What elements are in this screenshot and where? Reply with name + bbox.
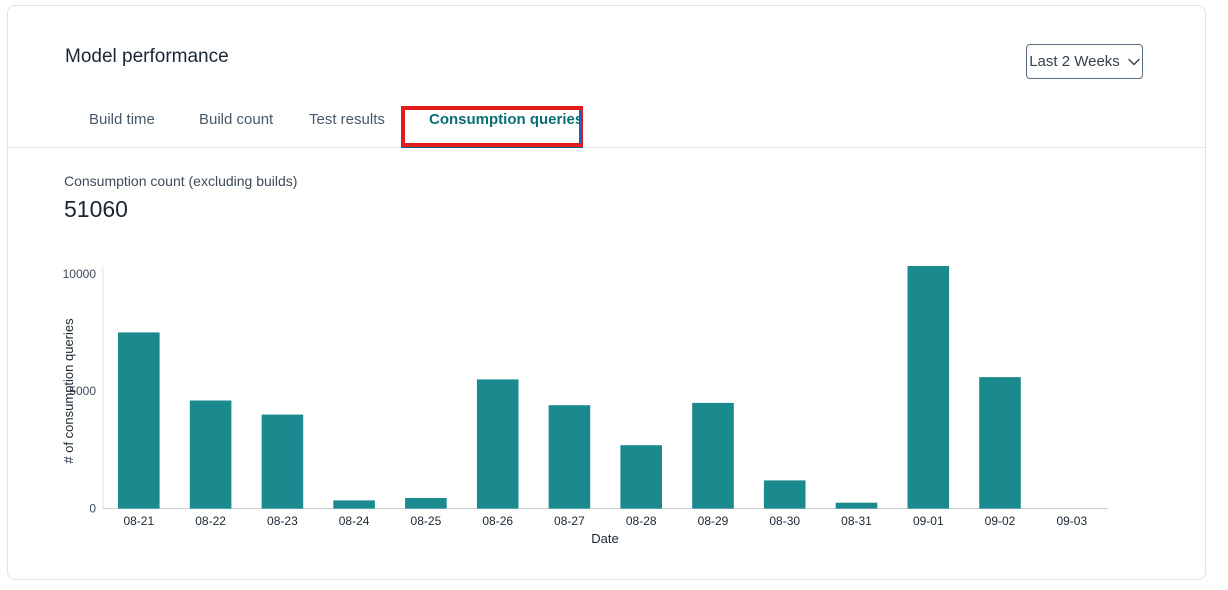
svg-text:08-31: 08-31	[841, 514, 872, 528]
svg-text:08-30: 08-30	[769, 514, 800, 528]
svg-text:# of consumption queries: # of consumption queries	[61, 318, 76, 464]
svg-text:08-28: 08-28	[626, 514, 657, 528]
svg-text:09-03: 09-03	[1056, 514, 1087, 528]
svg-text:08-21: 08-21	[123, 514, 154, 528]
svg-text:08-22: 08-22	[195, 514, 226, 528]
svg-text:Date: Date	[591, 531, 618, 546]
svg-text:08-27: 08-27	[554, 514, 585, 528]
svg-text:08-26: 08-26	[482, 514, 513, 528]
svg-text:08-29: 08-29	[698, 514, 729, 528]
svg-text:09-01: 09-01	[913, 514, 944, 528]
svg-text:08-24: 08-24	[339, 514, 370, 528]
svg-text:08-23: 08-23	[267, 514, 298, 528]
svg-text:08-25: 08-25	[411, 514, 442, 528]
svg-text:09-02: 09-02	[985, 514, 1016, 528]
svg-text:0: 0	[89, 502, 96, 516]
svg-text:10000: 10000	[63, 267, 97, 281]
